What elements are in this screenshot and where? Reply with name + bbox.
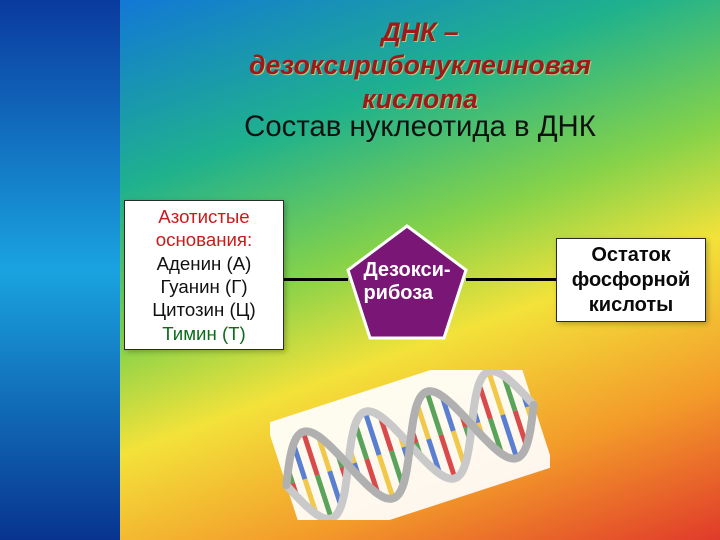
subtitle-text: Состав нуклеотида в ДНК (244, 110, 596, 143)
pentagon-label: Дезокси- рибоза (363, 259, 450, 305)
subtitle: Состав нуклеотида в ДНК (170, 110, 670, 144)
base-thymine: Тимин (Т) (162, 322, 246, 345)
slide-canvas: ДНК – дезоксирибонуклеиновая кислота Сос… (0, 0, 720, 540)
connector-right (466, 278, 556, 281)
base-guanine: Гуанин (Г) (160, 275, 247, 298)
deoxyribose-pentagon: Дезокси- рибоза (342, 220, 472, 344)
phosphate-line-1: Остаток (591, 243, 670, 268)
nucleotide-diagram: Азотистые основания: Аденин (А) Гуанин (… (120, 200, 720, 360)
bases-header: Азотистые основания: (133, 205, 275, 252)
dna-helix-illustration (270, 370, 550, 520)
main-gradient-area: ДНК – дезоксирибонуклеиновая кислота Сос… (120, 0, 720, 540)
nitrogen-bases-box: Азотистые основания: Аденин (А) Гуанин (… (124, 200, 284, 350)
page-title: ДНК – дезоксирибонуклеиновая кислота (210, 16, 630, 116)
title-line-1: ДНК – (381, 17, 458, 47)
title-line-2: дезоксирибонуклеиновая (249, 50, 591, 80)
phosphate-box: Остаток фосфорной кислоты (556, 238, 706, 322)
base-adenine: Аденин (А) (157, 252, 252, 275)
phosphate-line-3: кислоты (589, 293, 673, 318)
dna-helix-icon (270, 370, 550, 520)
base-cytosine: Цитозин (Ц) (152, 298, 255, 321)
left-gradient-stripe (0, 0, 120, 540)
connector-left (284, 278, 348, 281)
phosphate-line-2: фосфорной (572, 268, 691, 293)
